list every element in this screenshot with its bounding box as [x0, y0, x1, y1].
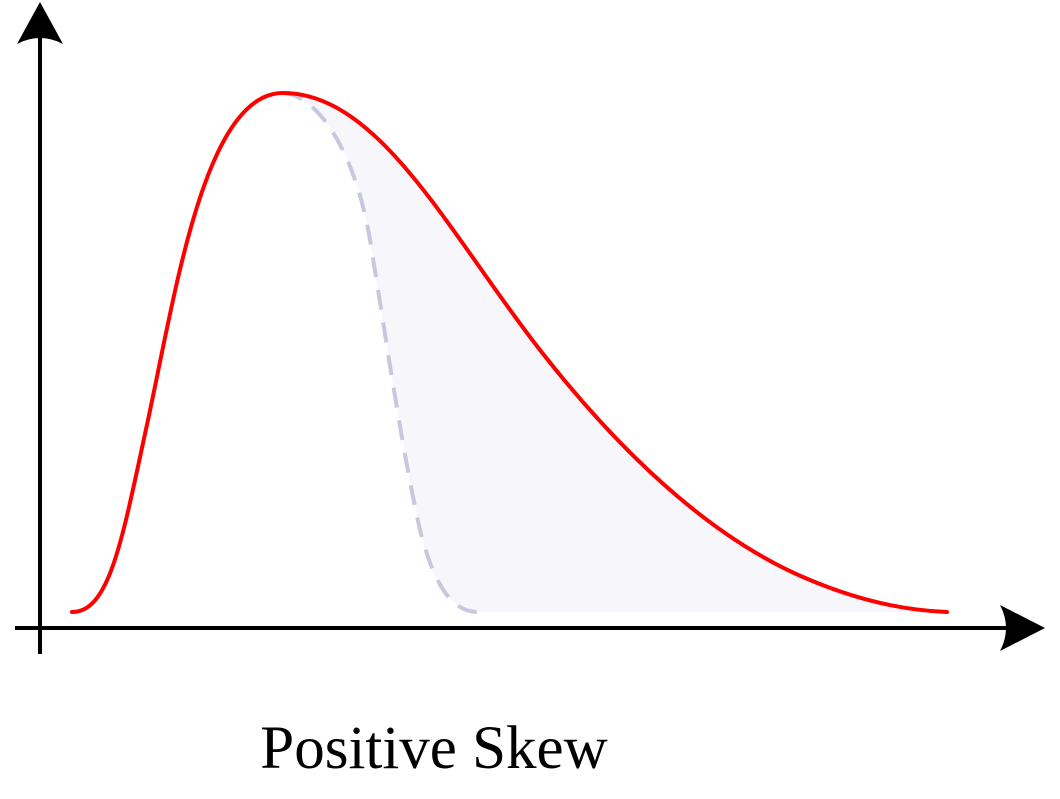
- reference-curve: [282, 91, 479, 614]
- diagram-caption: Positive Skew: [260, 715, 608, 782]
- y-axis-arrowhead: [17, 2, 63, 44]
- skew-area: [283, 93, 947, 612]
- skewed-distribution-curve: [70, 90, 949, 614]
- x-axis-arrowhead: [1000, 605, 1045, 651]
